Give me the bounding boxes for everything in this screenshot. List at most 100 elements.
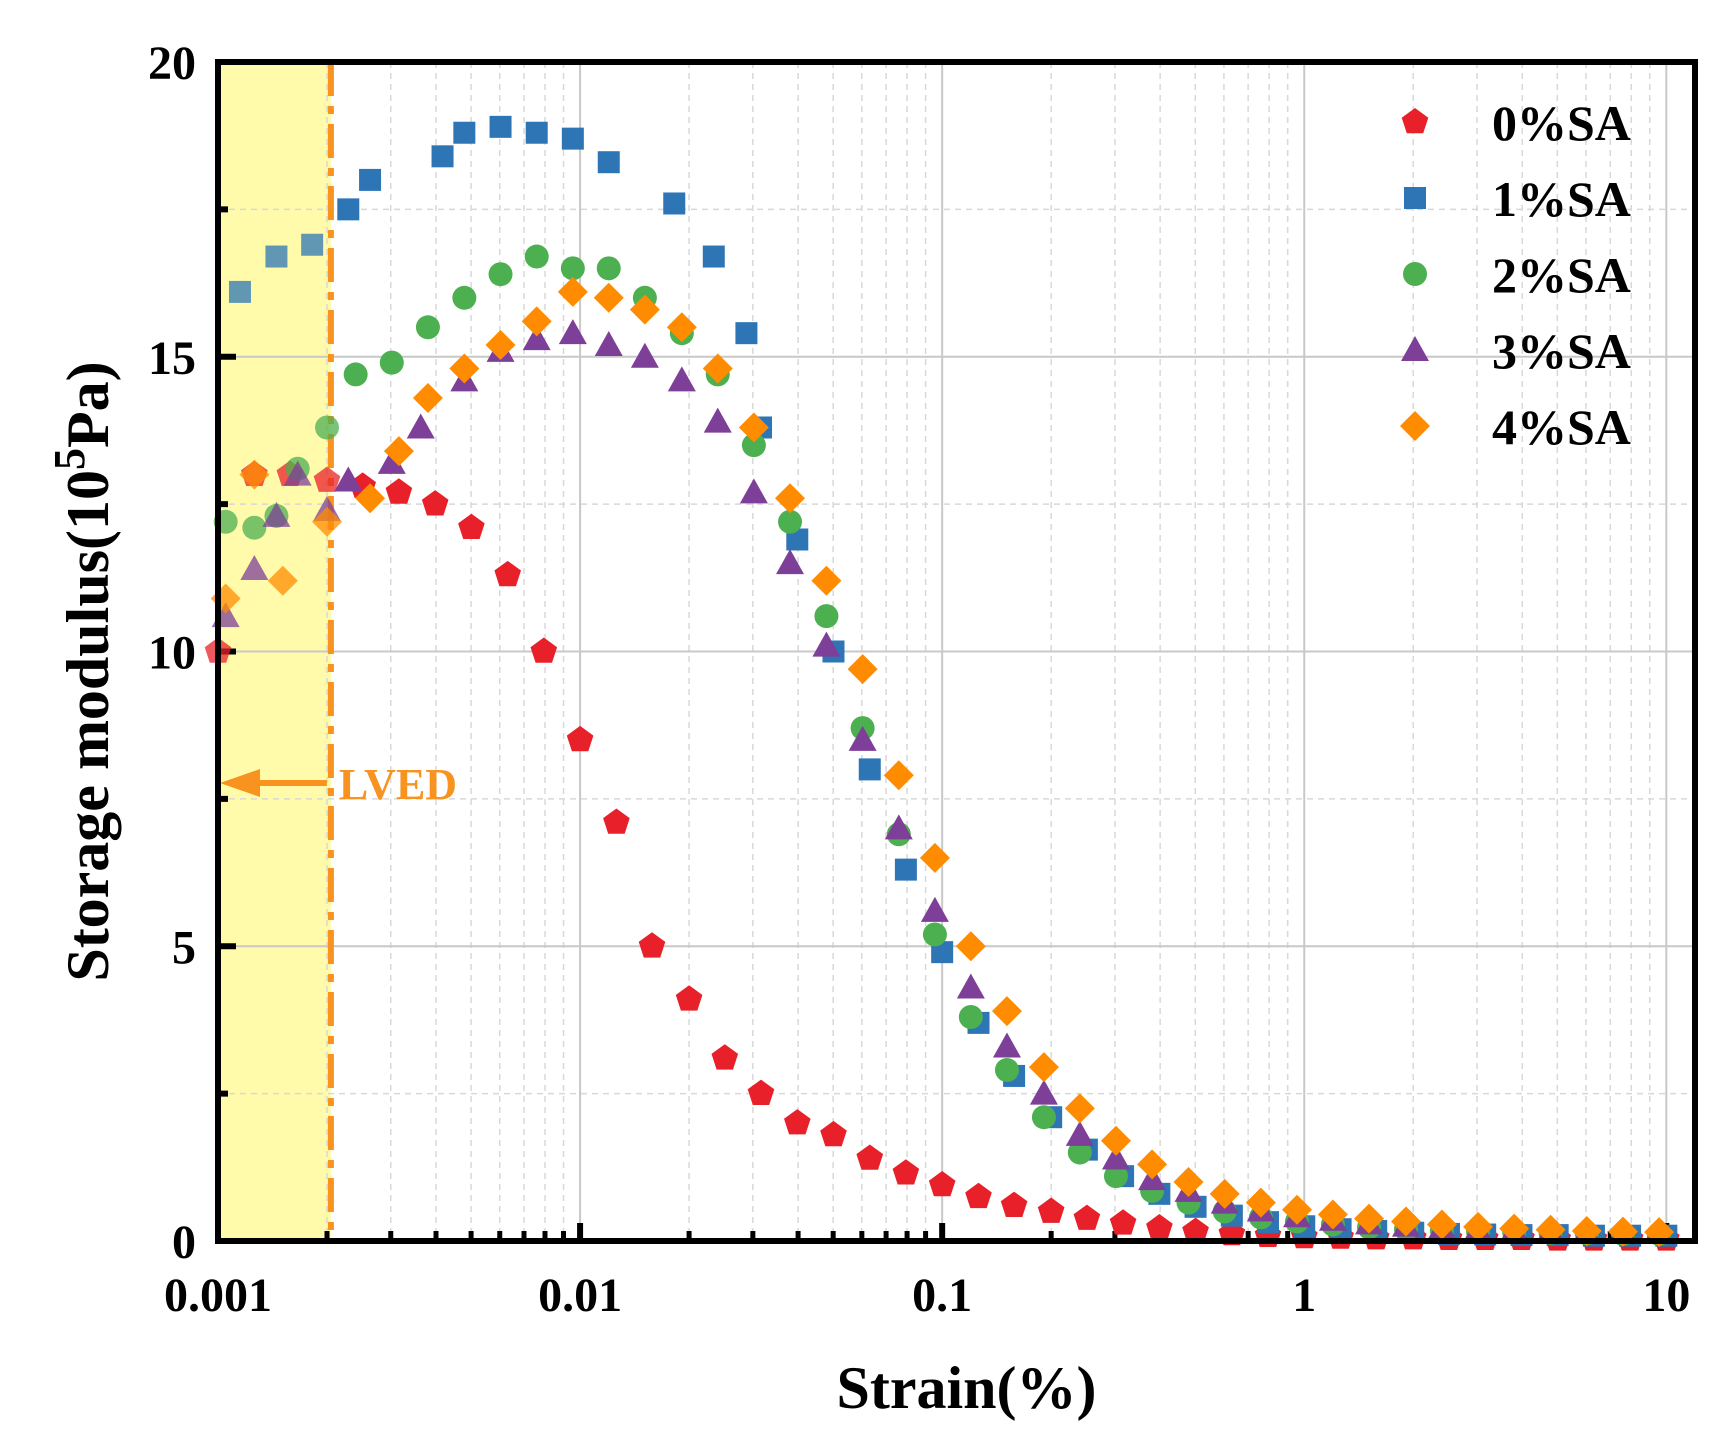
data-point (521, 306, 552, 337)
data-point (848, 725, 877, 751)
data-point (894, 858, 917, 881)
data-point (1109, 1209, 1137, 1235)
data-point (596, 256, 621, 281)
data-point (265, 245, 288, 268)
data-point (594, 330, 623, 356)
data-point (738, 412, 769, 443)
data-point (931, 941, 954, 964)
data-point (1103, 1164, 1128, 1189)
data-point (702, 353, 733, 384)
data-point (603, 808, 630, 834)
data-point (1282, 1194, 1313, 1225)
x-axis-title: Strain(%) (837, 1355, 1097, 1421)
y-tick-label: 15 (148, 332, 196, 385)
data-point (561, 127, 584, 150)
data-point (337, 198, 360, 221)
lved-label: LVED (339, 760, 457, 809)
data-point (958, 1004, 983, 1029)
data-point (965, 1182, 992, 1209)
data-point (314, 415, 339, 440)
data-point (525, 121, 548, 144)
data-point (739, 478, 768, 504)
data-point (301, 233, 324, 256)
y-axis-title-superscript: 5 (45, 448, 94, 470)
data-point (1100, 1125, 1131, 1156)
data-point (566, 725, 594, 752)
data-point (485, 329, 516, 360)
data-point (820, 1120, 847, 1147)
lved-annotation: LVED (220, 62, 457, 1241)
y-tick-label: 0 (172, 1216, 196, 1269)
data-point (992, 1032, 1021, 1058)
x-tick-label: 0.01 (538, 1269, 622, 1322)
data-point (1317, 1199, 1348, 1230)
data-point (1354, 1203, 1385, 1234)
data-point (453, 121, 476, 144)
data-point (776, 549, 805, 575)
data-point (922, 922, 947, 947)
data-point (239, 459, 270, 490)
data-point (558, 319, 587, 345)
data-point (1031, 1105, 1056, 1130)
data-point (814, 604, 839, 629)
data-point (741, 433, 766, 458)
plot-frame (215, 59, 1698, 1244)
data-point (458, 513, 485, 539)
data-point (1000, 1191, 1028, 1217)
data-point (1067, 1140, 1092, 1165)
data-point (311, 506, 342, 537)
data-point (784, 1109, 811, 1135)
data-point (858, 758, 881, 781)
data-point (228, 280, 251, 303)
data-point (489, 115, 512, 138)
data-point (956, 973, 985, 999)
legend: 0%SA 1%SA 2%SA 3%SA 4%SA (1400, 95, 1631, 455)
data-point (786, 528, 809, 551)
y-axis-title-unit: Pa) (55, 361, 121, 448)
y-axis-title: Storage modulus(105Pa) (45, 361, 122, 981)
data-point (421, 490, 449, 516)
legend-label: 0%SA (1492, 95, 1631, 151)
data-point (557, 276, 588, 307)
data-point (1391, 1206, 1422, 1237)
data-point (1073, 1204, 1101, 1230)
data-point (1064, 1093, 1095, 1124)
data-point (1245, 1187, 1276, 1218)
x-tick-labels: 0.001 0.01 0.1 1 10 (164, 1269, 1690, 1322)
data-point (747, 1079, 775, 1105)
data-point (383, 436, 414, 467)
legend-marker (1403, 262, 1427, 286)
data-point (494, 560, 521, 587)
data-point (242, 515, 267, 540)
legend-label: 4%SA (1492, 399, 1631, 455)
data-point (856, 1144, 884, 1170)
data-point (812, 631, 841, 657)
data-point (847, 654, 878, 685)
data-point (412, 383, 443, 414)
legend-label: 1%SA (1492, 171, 1631, 227)
data-point (1463, 1211, 1494, 1242)
data-point (1028, 1052, 1059, 1083)
x-tick-label: 0.1 (912, 1269, 972, 1322)
data-point (1209, 1178, 1240, 1209)
legend-label: 3%SA (1492, 323, 1631, 379)
data-point (1137, 1149, 1168, 1180)
data-point (406, 413, 435, 439)
data-point (488, 262, 513, 287)
legend-marker (1400, 411, 1430, 441)
data-point (267, 565, 298, 596)
y-tick-label: 20 (148, 37, 196, 90)
data-point (711, 1044, 739, 1070)
data-point (1535, 1214, 1566, 1245)
y-tick-label: 5 (172, 921, 196, 974)
data-point (666, 312, 697, 343)
data-point (1173, 1167, 1204, 1198)
data-point (667, 366, 696, 392)
x-tick-label: 0.001 (164, 1269, 272, 1322)
data-point (593, 282, 624, 313)
legend-label: 2%SA (1492, 247, 1631, 303)
data-point (359, 168, 382, 191)
data-point (991, 996, 1022, 1027)
data-point (884, 814, 913, 840)
data-point (675, 985, 703, 1011)
